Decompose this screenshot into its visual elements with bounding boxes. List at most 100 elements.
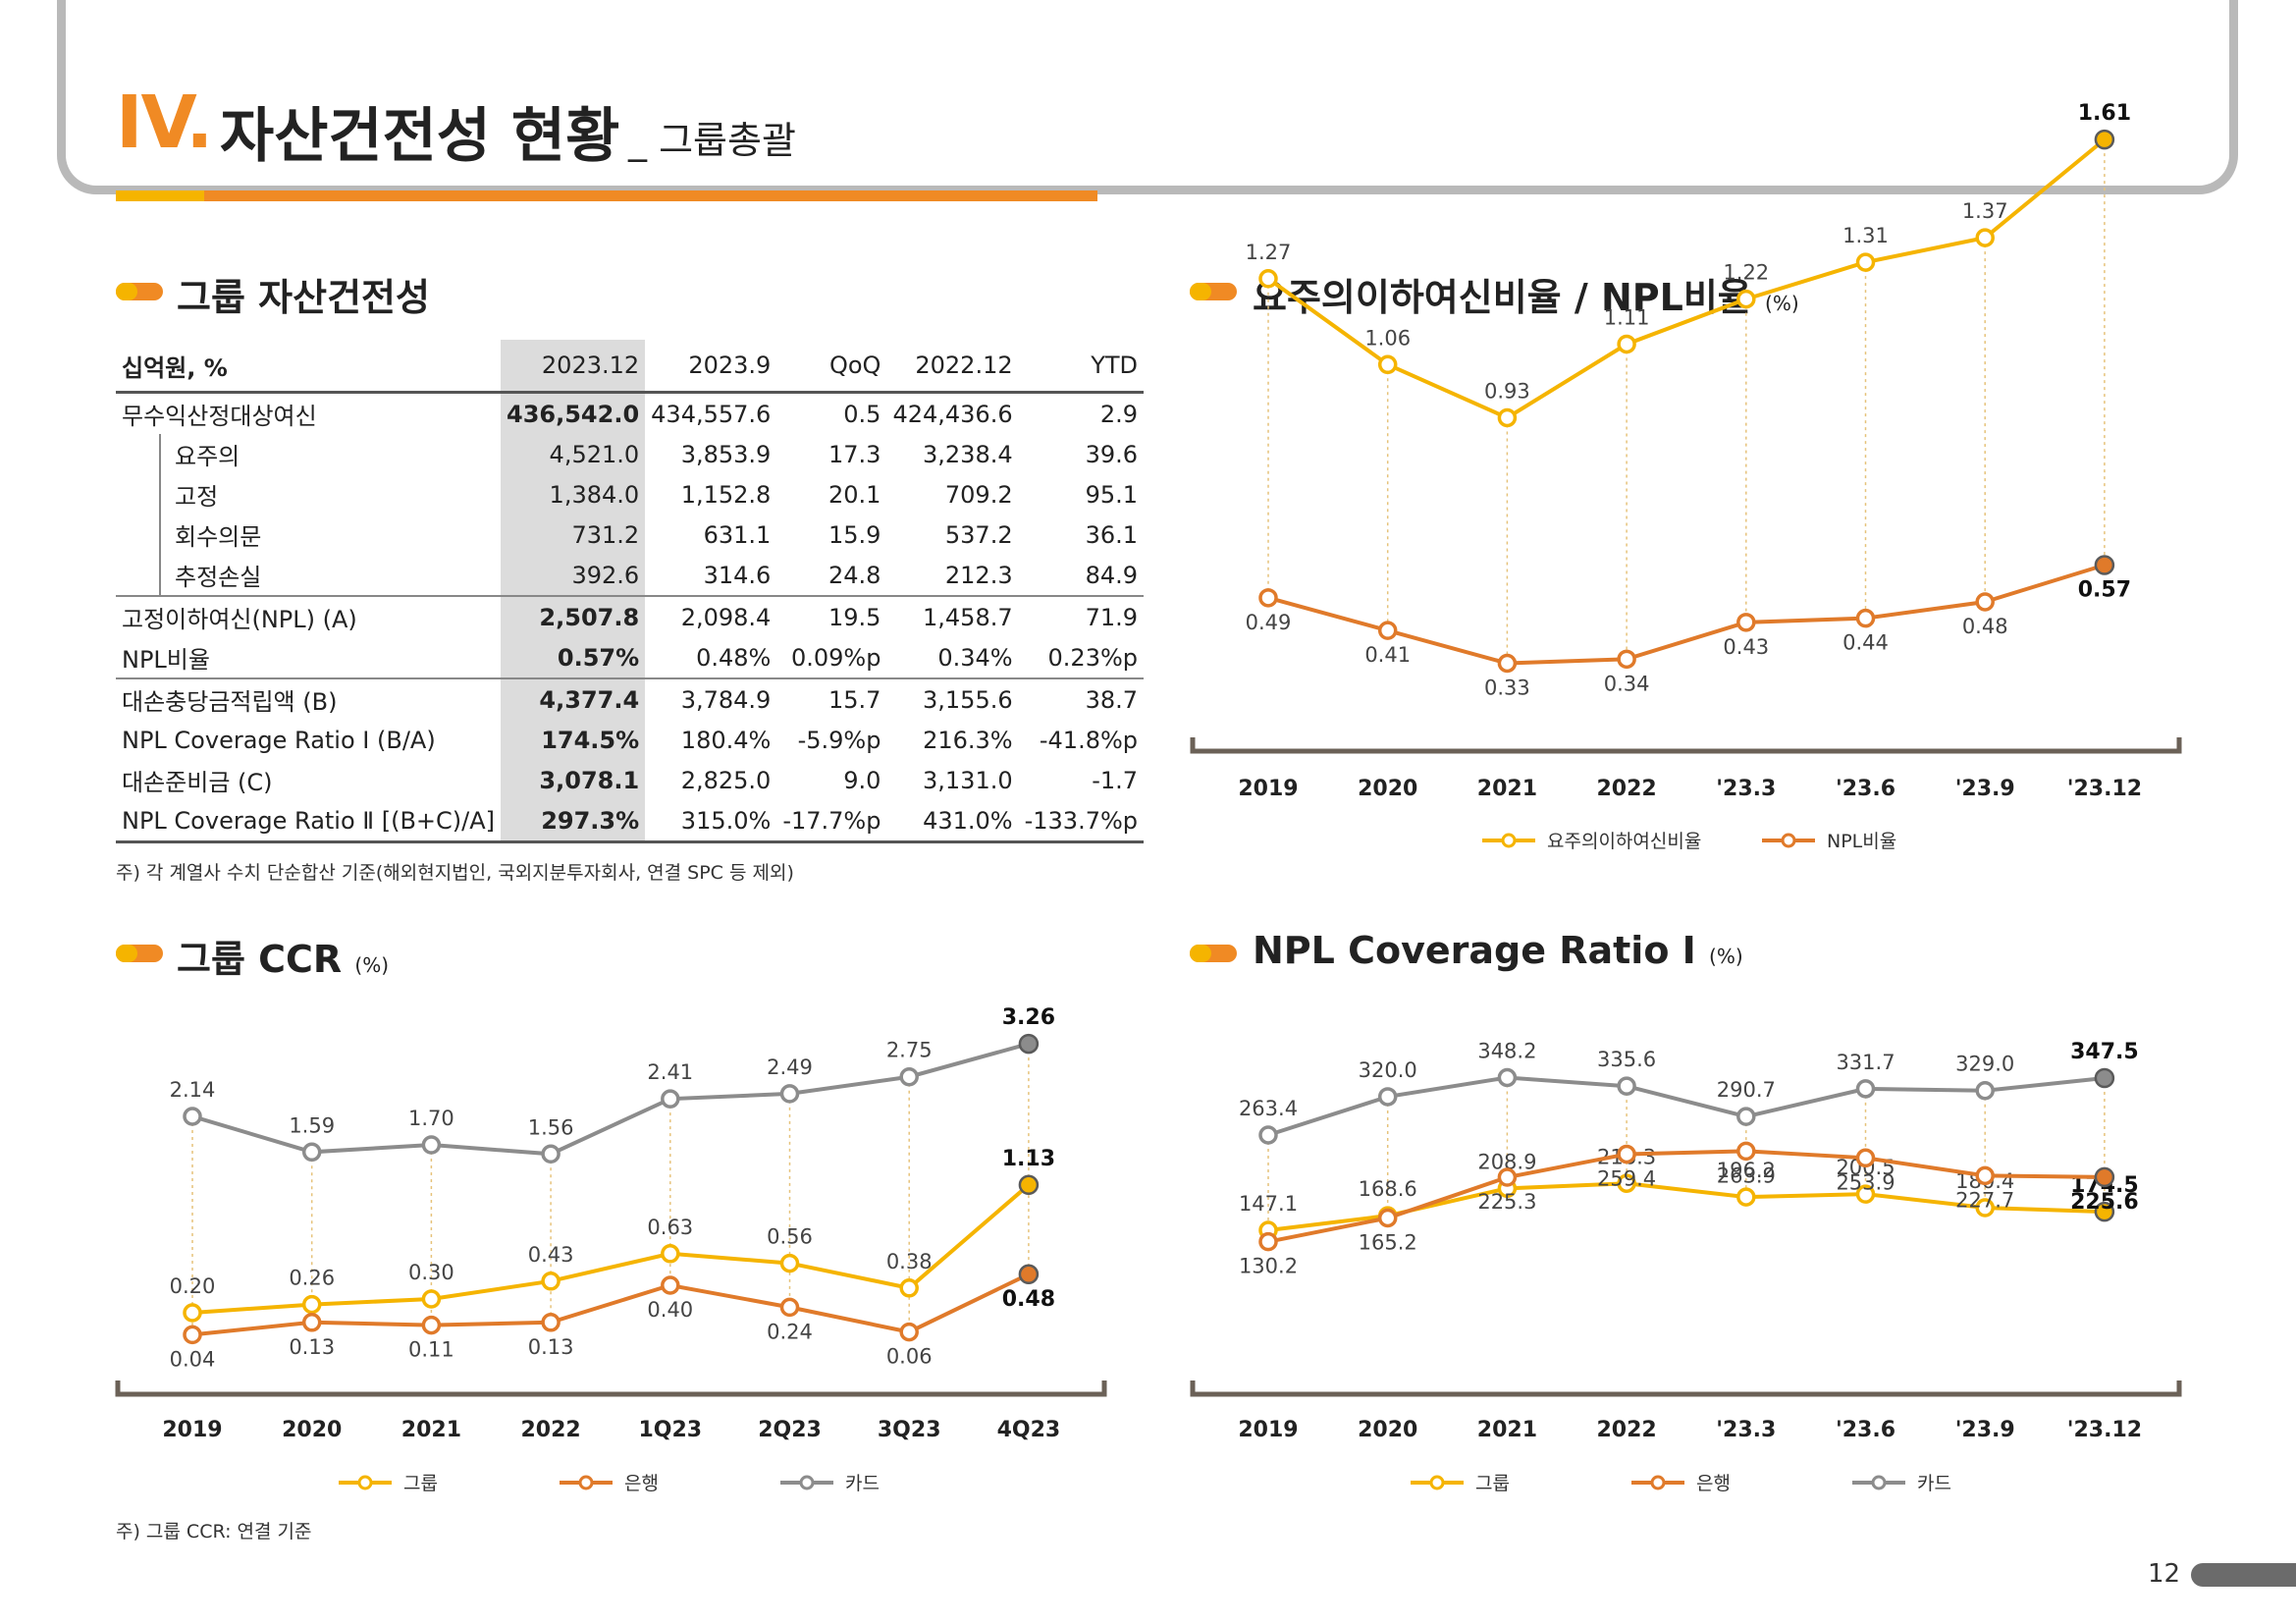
data-point bbox=[541, 1272, 561, 1291]
data-point bbox=[661, 1275, 680, 1295]
table-header-cell: 십억원, % bbox=[116, 340, 502, 394]
table-cell: 38.7 bbox=[1018, 677, 1145, 720]
data-point bbox=[1617, 1173, 1636, 1194]
x-tick-label: '23.9 bbox=[1955, 1418, 2015, 1442]
row-label: 고정 bbox=[116, 474, 502, 514]
data-point bbox=[1855, 252, 1876, 272]
table-header-cell: QoQ bbox=[776, 340, 887, 394]
data-label: 165.2 bbox=[1359, 1231, 1417, 1255]
data-label: 225.3 bbox=[1477, 1190, 1536, 1214]
x-tick-label: '23.6 bbox=[1836, 777, 1896, 801]
data-point bbox=[1855, 608, 1876, 628]
data-label: 320.0 bbox=[1359, 1058, 1417, 1082]
row-label: 대손준비금 (C) bbox=[122, 769, 273, 796]
legend-label: 그룹 bbox=[1475, 1473, 1510, 1494]
legend-item: NPL비율 bbox=[1762, 831, 1896, 852]
data-point bbox=[661, 1089, 680, 1109]
line-chart-1: 2019 2020 2021 2022 '23.3 '23.6 '23.9 '23.12 1.2… bbox=[1190, 101, 2182, 852]
data-point bbox=[661, 1244, 680, 1264]
chart3-unit: (%) bbox=[1709, 945, 1743, 968]
row-label: 추정손실 bbox=[116, 555, 502, 596]
data-label: 1.37 bbox=[1962, 199, 2008, 223]
data-label: 290.7 bbox=[1717, 1078, 1776, 1102]
x-tick-label: '23.9 bbox=[1955, 777, 2015, 801]
chart1-title-text: 요주의이하여신비율 / NPL비율 bbox=[1253, 276, 1752, 319]
data-label: 2.75 bbox=[886, 1039, 933, 1062]
table-cell: 3,853.9 bbox=[680, 440, 772, 468]
data-point bbox=[1617, 649, 1636, 670]
data-point bbox=[1497, 407, 1518, 428]
series-line bbox=[191, 1272, 1030, 1337]
x-tick-label: 2021 bbox=[1477, 1418, 1537, 1442]
table-row: NPL비율 0.57% 0.48% 0.09%p 0.34% 0.23%p bbox=[116, 637, 1144, 678]
table-row: 무수익산정대상여신 436,542.0 434,557.6 0.5 424,436.6 2… bbox=[116, 391, 1145, 434]
table-cell: 39.6 bbox=[1085, 440, 1139, 468]
x-tick-label: '23.12 bbox=[2067, 777, 2142, 801]
data-label: 1.31 bbox=[1842, 224, 1889, 247]
table-cell: 0.57% bbox=[501, 637, 646, 678]
legend-item: 은행 bbox=[560, 1473, 659, 1494]
data-point bbox=[2094, 1067, 2115, 1089]
data-point bbox=[899, 1066, 919, 1087]
data-label: 0.13 bbox=[528, 1335, 574, 1359]
x-tick-label: 2Q23 bbox=[758, 1418, 822, 1442]
chart2-unit: (%) bbox=[354, 953, 390, 977]
data-point bbox=[183, 1107, 202, 1126]
data-label: 2.41 bbox=[647, 1060, 693, 1084]
row-label: 무수익산정대상여신 bbox=[116, 391, 502, 434]
table-cell: 2,825.0 bbox=[680, 766, 772, 794]
data-label: 147.1 bbox=[1239, 1192, 1298, 1216]
data-point bbox=[1975, 1198, 1995, 1218]
data-point bbox=[421, 1289, 442, 1309]
x-tick-label: '23.12 bbox=[2067, 1418, 2142, 1442]
data-point bbox=[1258, 1231, 1278, 1252]
page-title: 자산건전성 현황 bbox=[220, 102, 620, 171]
x-tick-label: 2020 bbox=[282, 1418, 342, 1442]
data-label: 1.56 bbox=[528, 1115, 574, 1139]
data-point bbox=[1377, 1087, 1398, 1107]
data-point bbox=[183, 1325, 202, 1345]
table-cell: 0.48% bbox=[696, 643, 772, 672]
table-cell: 2,098.4 bbox=[645, 595, 777, 637]
data-label: 0.30 bbox=[408, 1261, 454, 1284]
data-point bbox=[1855, 1079, 1876, 1099]
data-label: 0.04 bbox=[170, 1347, 216, 1371]
data-label: 130.2 bbox=[1239, 1255, 1298, 1278]
row-label: 요주의 bbox=[116, 434, 502, 474]
asset-quality-table: 십억원, % 2023.12 2023.9 QoQ 2022.12 YTD 무수… bbox=[116, 340, 1145, 843]
table-header-cell: 2022.12 bbox=[886, 340, 1019, 394]
table-row: 추정손실 392.6 314.6 24.8 212.3 84.9 bbox=[116, 555, 1144, 596]
table-row: 대손충당금적립액 (B) 4,377.4 3,784.9 15.7 3,155.6 38.… bbox=[116, 677, 1145, 720]
header-frame bbox=[57, 0, 2238, 194]
table-header-cell: 2023.12 bbox=[501, 340, 646, 394]
data-label: 196.2 bbox=[1717, 1159, 1776, 1182]
data-point bbox=[541, 1144, 561, 1164]
data-label: 0.56 bbox=[767, 1225, 813, 1249]
table-cell: 392.6 bbox=[501, 555, 646, 596]
table-cell: 15.9 bbox=[828, 520, 881, 549]
x-tick-label: '23.6 bbox=[1836, 1418, 1896, 1442]
series-line bbox=[1266, 137, 2107, 420]
row-label: 대손충당금적립액 (B) bbox=[116, 677, 502, 720]
data-label: 0.06 bbox=[886, 1345, 933, 1369]
data-point bbox=[1377, 1208, 1398, 1228]
data-point bbox=[899, 1278, 919, 1298]
data-point bbox=[1258, 269, 1278, 289]
table-cell: 0.5 bbox=[776, 391, 887, 434]
data-point bbox=[541, 1313, 561, 1332]
table-row: 대손준비금 (C) 3,078.1 2,825.0 9.0 3,131.0 -1.7 bbox=[116, 760, 1144, 800]
table-cell: 216.3% bbox=[923, 726, 1013, 754]
data-label: 1.13 bbox=[1002, 1147, 1055, 1171]
x-axis bbox=[1190, 1380, 2182, 1397]
x-tick-label: 2022 bbox=[1596, 777, 1656, 801]
chart3-title: NPL Coverage Ratio Ⅰ (%) bbox=[1253, 929, 1743, 972]
table-cell: 71.9 bbox=[1018, 595, 1145, 637]
data-label: 329.0 bbox=[1955, 1053, 2014, 1076]
data-label: 1.22 bbox=[1723, 261, 1769, 285]
data-point bbox=[1617, 1144, 1636, 1164]
table-cell: 2,507.8 bbox=[501, 595, 646, 637]
table-cell: 436,542.0 bbox=[501, 391, 646, 434]
table-row: NPL Coverage Ratio Ⅰ (B/A) 174.5% 180.4% -5… bbox=[116, 720, 1144, 760]
data-point bbox=[1377, 621, 1398, 640]
data-point bbox=[301, 1313, 322, 1332]
